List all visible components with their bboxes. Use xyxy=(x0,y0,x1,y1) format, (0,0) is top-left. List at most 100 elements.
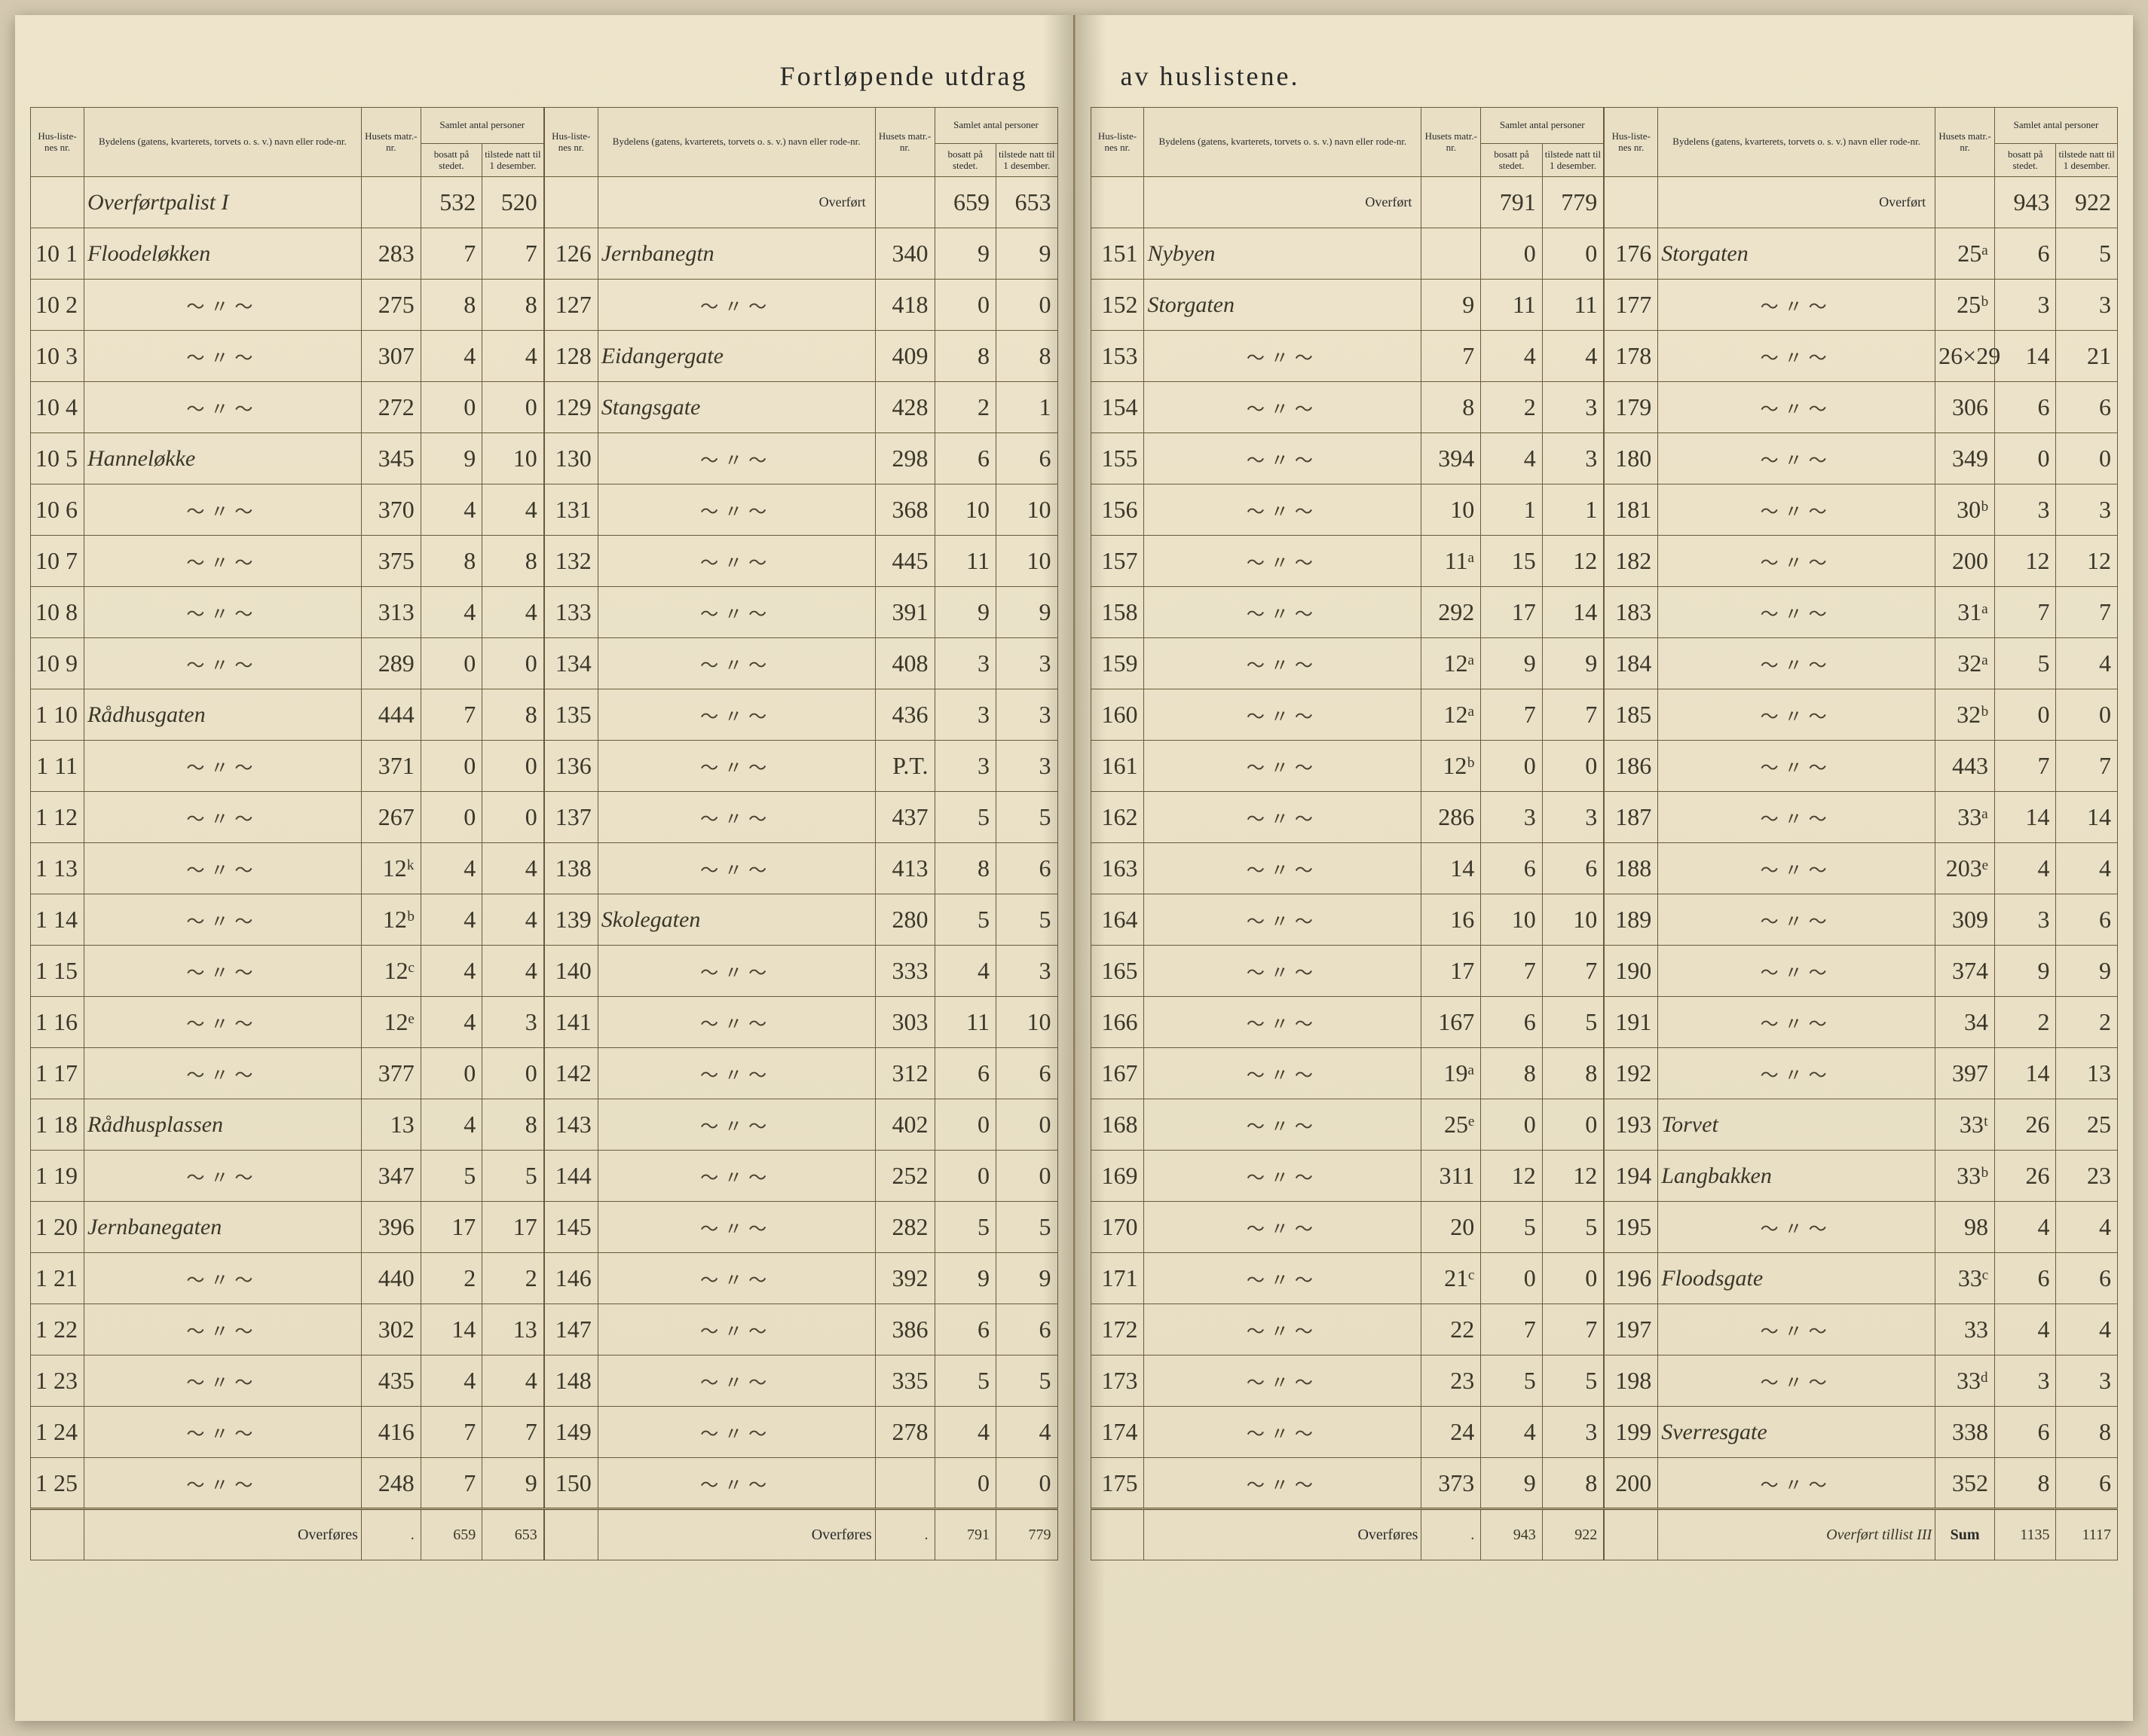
cell-bosatt: 9 xyxy=(421,433,482,484)
cell-matr: 333 xyxy=(875,946,935,997)
cell-nr: 182 xyxy=(1605,536,1658,587)
ledger-row: 14833555 xyxy=(544,1355,1057,1407)
ledger-row: 17121ᶜ00 xyxy=(1091,1253,1604,1304)
cell-tilstede: 9 xyxy=(1542,638,1604,689)
cell-tilstede: 0 xyxy=(1542,1253,1604,1304)
cell-matr: 302 xyxy=(361,1304,421,1355)
cell-bosatt: 12 xyxy=(1995,536,2056,587)
cell-matr: 377 xyxy=(361,1048,421,1099)
ledger-row: 18432ᵃ54 xyxy=(1605,638,2118,689)
cell-bosatt: 8 xyxy=(421,536,482,587)
cell-name: Sverresgate xyxy=(1658,1407,1935,1458)
cell-nr xyxy=(1605,1509,1658,1560)
cell-matr: 313 xyxy=(361,587,421,638)
cell-nr: 143 xyxy=(544,1099,598,1151)
cell-tilstede: 8 xyxy=(482,536,544,587)
cell-bosatt: 12 xyxy=(1481,1151,1542,1202)
cell-tilstede: 9 xyxy=(996,228,1057,280)
cell-bosatt: 2 xyxy=(1995,997,2056,1048)
ledger-row: 154823 xyxy=(1091,382,1604,433)
cell-matr: 307 xyxy=(361,331,421,382)
cell-matr: 292 xyxy=(1421,587,1481,638)
cell-nr: 169 xyxy=(1091,1151,1144,1202)
cell-tilstede: 3 xyxy=(1542,792,1604,843)
footer-bosatt: 659 xyxy=(421,1509,482,1560)
ditto-mark xyxy=(598,689,875,741)
ditto-mark xyxy=(1658,536,1935,587)
ledger-row: 1561011 xyxy=(1091,484,1604,536)
ledger-row: 18644377 xyxy=(1605,741,2118,792)
cell-matr: 371 xyxy=(361,741,421,792)
cell-bosatt: 3 xyxy=(935,741,996,792)
cell-tilstede: 520 xyxy=(482,177,544,228)
cell-bosatt: 5 xyxy=(935,1355,996,1407)
cell-tilstede: 10 xyxy=(1542,894,1604,946)
ditto-mark xyxy=(1144,638,1421,689)
cell-nr: 177 xyxy=(1605,280,1658,331)
ledger-row: 1742443 xyxy=(1091,1407,1604,1458)
cell-bosatt: 7 xyxy=(1481,689,1542,741)
ledger-row: 1732355 xyxy=(1091,1355,1604,1407)
cell-bosatt: 5 xyxy=(1481,1202,1542,1253)
cell-matr: 444 xyxy=(361,689,421,741)
ledger-row: 14738666 xyxy=(544,1304,1057,1355)
cell-tilstede: 10 xyxy=(482,433,544,484)
cell-tilstede: 4 xyxy=(2056,843,2118,894)
cell-nr: 171 xyxy=(1091,1253,1144,1304)
h-huslist: Hus-liste-nes nr. xyxy=(31,108,84,177)
cell-bosatt: 4 xyxy=(1995,1304,2056,1355)
cell-bosatt: 9 xyxy=(1481,638,1542,689)
cell-bosatt: 11 xyxy=(935,536,996,587)
ledger-row: 17826×291421 xyxy=(1605,331,2118,382)
cell-nr: 168 xyxy=(1091,1099,1144,1151)
cell-nr: 159 xyxy=(1091,638,1144,689)
ledger-row: 1413031110 xyxy=(544,997,1057,1048)
cell-bosatt: 10 xyxy=(1481,894,1542,946)
cell-matr: 12ᵉ xyxy=(361,997,421,1048)
cell-bosatt: 4 xyxy=(935,1407,996,1458)
footer-bosatt: 791 xyxy=(935,1509,996,1560)
cell-nr: 136 xyxy=(544,741,598,792)
cell-matr: 11ᵃ xyxy=(1421,536,1481,587)
cell-tilstede: 3 xyxy=(482,997,544,1048)
cell-tilstede: 3 xyxy=(996,946,1057,997)
ledger-row: 10 227588 xyxy=(31,280,544,331)
ditto-mark xyxy=(84,792,361,843)
cell-bosatt: 0 xyxy=(935,1151,996,1202)
cell-bosatt: 3 xyxy=(1995,484,2056,536)
ditto-mark xyxy=(1144,1304,1421,1355)
ledger-row: 17537398 xyxy=(1091,1458,1604,1509)
ledger-row: 151Nybyen00 xyxy=(1091,228,1604,280)
cell-tilstede: 8 xyxy=(482,280,544,331)
cell-tilstede: 3 xyxy=(2056,280,2118,331)
ledger-row: 129Stangsgate42821 xyxy=(544,382,1057,433)
cell-matr xyxy=(875,177,935,228)
cell-matr xyxy=(361,177,421,228)
cell-nr: 150 xyxy=(544,1458,598,1509)
cell-matr: 418 xyxy=(875,280,935,331)
cell-bosatt: 7 xyxy=(1995,741,2056,792)
cell-nr: 134 xyxy=(544,638,598,689)
cell-name: Jernbanegaten xyxy=(84,1202,361,1253)
cell-matr: 394 xyxy=(1421,433,1481,484)
ditto-mark xyxy=(1144,741,1421,792)
cell-tilstede: 7 xyxy=(1542,1304,1604,1355)
cell-bosatt: 7 xyxy=(421,1458,482,1509)
title-right: av huslistene. xyxy=(1091,60,2119,107)
cell-nr: 1 17 xyxy=(31,1048,84,1099)
cell-matr: 396 xyxy=(361,1202,421,1253)
cell-matr: . xyxy=(361,1509,421,1560)
ditto-mark xyxy=(1144,1202,1421,1253)
ledger-row: 13543633 xyxy=(544,689,1057,741)
cell-nr: 10 6 xyxy=(31,484,84,536)
ledger-row: 1 2524879 xyxy=(31,1458,544,1509)
cell-tilstede: 12 xyxy=(1542,1151,1604,1202)
cell-tilstede: 0 xyxy=(996,1458,1057,1509)
cell-tilstede: 6 xyxy=(2056,1253,2118,1304)
cell-nr: 10 8 xyxy=(31,587,84,638)
cell-nr: 135 xyxy=(544,689,598,741)
cell-nr: 1 16 xyxy=(31,997,84,1048)
ledger-row: 15000 xyxy=(544,1458,1057,1509)
ditto-mark xyxy=(1144,997,1421,1048)
ditto-mark xyxy=(1658,638,1935,689)
